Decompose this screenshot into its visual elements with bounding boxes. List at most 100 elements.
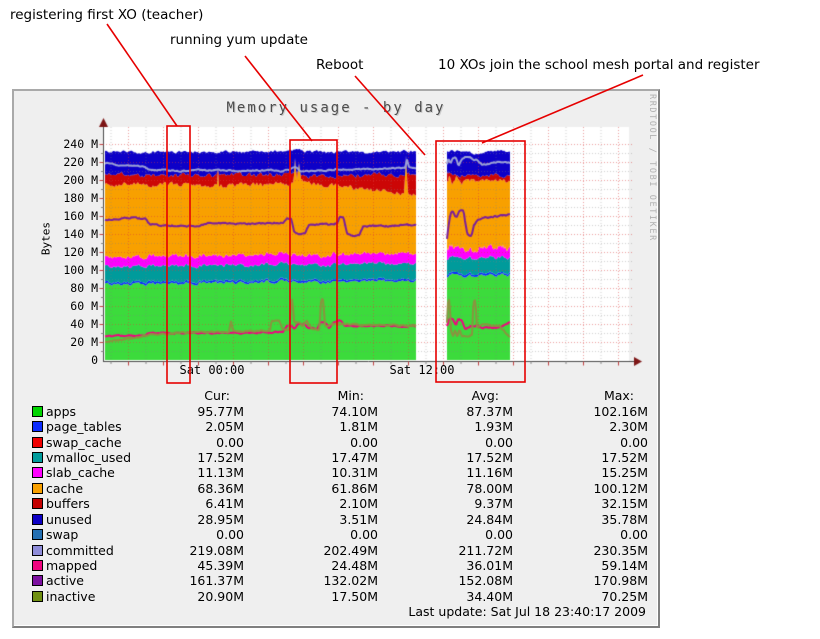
legend-row-unused: unused 28.95M 3.51M 24.84M 35.78M [32,512,648,527]
legend-value-avg: 11.16M [466,465,513,481]
legend-row-committed: committed 219.08M 202.49M 211.72M 230.35M [32,542,648,558]
legend-swatch-mapped [32,560,43,572]
y-tick-label: 100 M [63,263,98,277]
y-tick-label: 160 M [63,209,98,223]
legend-value-cur: 45.39M [197,558,244,574]
y-tick-label: 40 M [70,317,98,331]
y-tick-label: 20 M [70,335,98,349]
legend-value-avg: 78.00M [466,480,513,496]
legend-value-avg: 211.72M [458,542,513,558]
y-tick-label: 120 M [63,245,98,259]
legend-row-buffers: buffers 6.41M 2.10M 9.37M 32.15M [32,496,648,511]
rrdtool-watermark: RRDTOOL / TOBI OETIKER [647,94,657,242]
legend-series-name: swap [46,527,79,543]
annotation-label-running-yum-update: running yum update [170,32,308,48]
legend-series-name: page_tables [46,419,122,435]
legend-value-max: 170.98M [593,573,648,589]
legend-value-cur: 161.37M [189,573,244,589]
legend-value-min: 2.10M [339,496,378,512]
annotation-label-reboot: Reboot [316,57,364,73]
x-tick-label: Sat 12:00 [389,363,455,377]
legend-series-name: inactive [46,588,96,604]
y-tick-label: 180 M [63,191,98,205]
legend-series-name: buffers [46,496,90,512]
legend-table: Cur: Min: Avg: Max: apps 95.77M 74.10M 87.3… [32,388,648,604]
legend-value-cur: 28.95M [197,511,244,527]
legend-value-avg: 9.37M [474,496,513,512]
legend-series-name: slab_cache [46,465,115,481]
legend-value-max: 0.00 [620,527,648,543]
y-tick-label: 200 M [63,173,98,187]
legend-value-cur: 68.36M [197,480,244,496]
legend-swatch-vmalloc_used [32,451,43,463]
legend-swatch-swap_cache [32,436,43,448]
legend-value-max: 70.25M [601,588,648,604]
legend-value-avg: 152.08M [458,573,513,589]
legend-value-min: 0.00 [350,527,378,543]
annotation-label-registering-first-xo: registering first XO (teacher) [10,7,204,23]
legend-swatch-committed [32,544,43,556]
legend-value-min: 17.47M [331,449,378,465]
legend-value-max: 17.52M [601,449,648,465]
legend-header-row: Cur: Min: Avg: Max: [32,388,648,403]
legend-row-swap_cache: swap_cache 0.00 0.00 0.00 0.00 [32,434,648,450]
legend-value-cur: 2.05M [205,419,244,435]
y-tick-label: 80 M [70,281,98,295]
legend-value-cur: 0.00 [216,527,244,543]
y-tick-label: 140 M [63,227,98,241]
legend-row-vmalloc_used: vmalloc_used 17.52M 17.47M 17.52M 17.52M [32,450,648,465]
y-tick-label: 60 M [70,299,98,313]
legend-swatch-slab_cache [32,467,43,479]
legend-swatch-buffers [32,498,43,510]
legend-value-min: 17.50M [331,588,378,604]
x-tick-label: Sat 00:00 [179,363,245,377]
legend-value-cur: 6.41M [205,496,244,512]
legend-value-max: 59.14M [601,558,648,574]
y-tick-label: 240 M [63,137,98,151]
legend-row-apps: apps 95.77M 74.10M 87.37M 102.16M [32,403,648,419]
y-tick-label: 220 M [63,155,98,169]
legend-value-cur: 11.13M [197,465,244,481]
legend-value-min: 10.31M [331,465,378,481]
legend-value-avg: 87.37M [466,403,513,419]
legend-value-max: 2.30M [609,419,648,435]
legend-series-name: mapped [46,558,98,574]
legend-value-min: 3.51M [339,511,378,527]
legend-value-max: 100.12M [593,480,648,496]
legend-value-avg: 0.00 [485,527,513,543]
legend-value-cur: 17.52M [197,449,244,465]
legend-row-cache: cache 68.36M 61.86M 78.00M 100.12M [32,481,648,496]
legend-value-min: 74.10M [331,403,378,419]
y-tick-label: 0 [91,353,98,367]
legend-value-avg: 1.93M [474,419,513,435]
legend-value-cur: 95.77M [197,403,244,419]
legend-value-avg: 17.52M [466,449,513,465]
legend-swatch-cache [32,482,43,494]
legend-value-max: 32.15M [601,496,648,512]
legend-series-name: vmalloc_used [46,449,132,465]
chart-title: Memory usage - by day [226,100,446,116]
legend-value-max: 102.16M [593,403,648,419]
legend-header-cur: Cur: [204,388,230,404]
legend-value-max: 35.78M [601,511,648,527]
legend-row-page_tables: page_tables 2.05M 1.81M 1.93M 2.30M [32,419,648,434]
legend-value-max: 230.35M [593,542,648,558]
legend-swatch-swap [32,529,43,541]
legend-series-name: cache [46,480,84,496]
legend-swatch-inactive [32,590,43,602]
legend-series-name: unused [46,511,92,527]
last-update: Last update: Sat Jul 18 23:40:17 2009 [408,604,646,619]
legend-value-avg: 24.84M [466,511,513,527]
legend-swatch-active [32,575,43,587]
legend-value-max: 15.25M [601,465,648,481]
legend-series-name: apps [46,403,77,419]
legend-row-swap: swap 0.00 0.00 0.00 0.00 [32,527,648,542]
legend-row-mapped: mapped 45.39M 24.48M 36.01M 59.14M [32,558,648,573]
legend-swatch-apps [32,405,43,417]
legend-value-cur: 20.90M [197,588,244,604]
legend-row-active: active 161.37M 132.02M 152.08M 170.98M [32,573,648,588]
legend-series-name: active [46,573,84,589]
annotation-label-10-xos-join: 10 XOs join the school mesh portal and r… [438,57,760,73]
legend-value-avg: 36.01M [466,558,513,574]
